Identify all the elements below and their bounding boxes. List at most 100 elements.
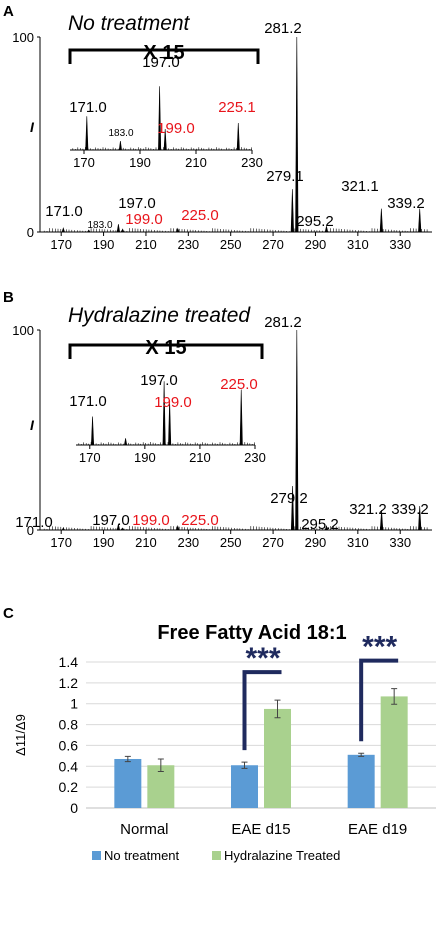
zoom-factor-label: X 15 [145, 337, 186, 359]
inset-x-tick-label: 170 [79, 450, 101, 465]
inset-peak-label: 225.0 [220, 376, 258, 393]
peak-label: 339.2 [387, 195, 425, 212]
bar [114, 758, 142, 808]
spectrum-peak [120, 228, 125, 233]
chart-title: Free Fatty Acid 18:1 [157, 622, 346, 644]
y-axis-label: I [30, 119, 35, 135]
peak-label: 199.0 [132, 512, 170, 529]
panel-title: Hydralazine treated [68, 304, 251, 327]
y-tick-label: 0 [27, 225, 34, 240]
spectrum-peak [295, 36, 299, 233]
spectrum-peak [120, 527, 125, 531]
inset-baseline-noise [72, 147, 252, 150]
peak-label: 183.0 [87, 220, 112, 231]
y-tick-label: 1 [70, 696, 78, 712]
inset-peak-label: 225.1 [218, 99, 256, 116]
inset-peak-label: 199.0 [154, 394, 192, 411]
x-tick-label: 190 [93, 535, 115, 550]
baseline-noise [43, 228, 428, 232]
x-tick-label: 330 [389, 535, 411, 550]
x-tick-label: 190 [93, 237, 115, 252]
x-tick-label: 250 [220, 237, 242, 252]
peak-label: 225.0 [181, 512, 219, 529]
y-tick-label: 100 [12, 30, 34, 45]
inset-peak [85, 116, 89, 151]
inset-x-tick-label: 230 [241, 155, 263, 170]
spectrum-peak [116, 224, 121, 233]
x-tick-label: 210 [135, 237, 157, 252]
inset-peak-label: 171.0 [69, 393, 107, 410]
y-tick-label: 0.6 [59, 737, 79, 753]
spectrum-peak [61, 527, 66, 531]
inset-peak [91, 416, 95, 446]
bar [231, 765, 258, 808]
x-tick-label: 210 [135, 535, 157, 550]
x-tick-label: 170 [50, 237, 72, 252]
panel-b-spectrum: B Hydralazine treated I 0 100 170 190 210 230 250… [3, 289, 432, 550]
significance-stars: *** [245, 642, 280, 675]
inset-x-tick-label: 170 [73, 155, 95, 170]
inset-peak-label: 199.0 [157, 120, 195, 137]
inset-peak [239, 389, 243, 446]
inset-peak [168, 399, 172, 446]
panel-letter: A [3, 3, 14, 20]
x-tick-label: 290 [305, 237, 327, 252]
y-tick-label: 0 [70, 800, 78, 816]
peak-label: 171.0 [15, 514, 53, 531]
significance-bracket [359, 658, 399, 742]
spectrum-peak [295, 329, 299, 531]
category-label: EAE d19 [348, 821, 407, 838]
x-tick-label: 170 [50, 535, 72, 550]
x-tick-label: 290 [305, 535, 327, 550]
spectrum-peak [116, 523, 121, 531]
spectrum-peak [290, 485, 295, 531]
legend-label: Hydralazine Treated [224, 848, 340, 863]
inset-peak [158, 86, 162, 151]
spectrum-peak [418, 208, 422, 233]
significance-bracket [242, 670, 282, 751]
y-tick-label: 0.2 [59, 779, 79, 795]
y-tick-label: 1.4 [59, 654, 79, 670]
inset-x-tick-label: 210 [185, 155, 207, 170]
baseline-noise [43, 526, 428, 530]
inset-peak [124, 438, 128, 446]
legend-label: No treatment [104, 848, 180, 863]
peak-label: 295.2 [296, 213, 334, 230]
legend-swatch [92, 851, 101, 860]
bar [264, 708, 291, 808]
bar [347, 754, 375, 808]
y-tick-label: 0.8 [59, 717, 79, 733]
zoom-factor-label: X 15 [143, 42, 184, 64]
y-axis-label: I [30, 417, 35, 433]
spectrum-peak [290, 189, 294, 233]
inset-x-tick-label: 230 [244, 450, 266, 465]
inset-peak [162, 381, 166, 446]
legend-swatch [212, 851, 221, 860]
error-bar [391, 688, 398, 705]
peak-label: 295.2 [301, 516, 339, 533]
x-tick-label: 270 [262, 237, 284, 252]
peak-label: 321.1 [341, 178, 379, 195]
peak-label: 197.0 [118, 195, 156, 212]
x-tick-label: 230 [177, 535, 199, 550]
inset-peak [163, 128, 167, 151]
peak-label: 279.1 [266, 168, 304, 185]
spectrum-peak [176, 525, 180, 531]
inset-peak-label: 171.0 [69, 99, 107, 116]
panel-letter: B [3, 289, 14, 306]
peak-label: 281.2 [264, 314, 302, 331]
inset-x-tick-label: 190 [129, 155, 151, 170]
peak-label: 321.2 [349, 501, 387, 518]
inset-x-tick-label: 190 [134, 450, 156, 465]
error-bar [358, 752, 365, 757]
category-label: Normal [120, 821, 168, 838]
error-bar [157, 758, 164, 772]
peak-label: 279.2 [270, 490, 308, 507]
spectrum-peak [379, 208, 383, 233]
panel-c-bar-chart: C Free Fatty Acid 18:1 Δ11/Δ9 0 0.2 0.4 0.6 0.8… [3, 605, 436, 863]
x-tick-label: 310 [347, 237, 369, 252]
peak-label: 171.0 [45, 203, 83, 220]
y-tick-label: 1.2 [59, 675, 79, 691]
y-tick-label: 0 [27, 523, 34, 538]
